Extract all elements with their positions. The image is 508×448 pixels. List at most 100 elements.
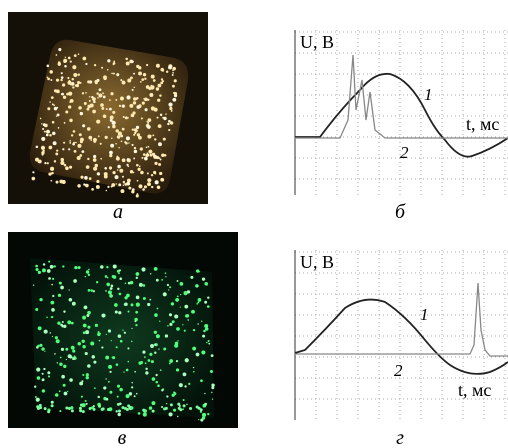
spark bbox=[96, 185, 100, 189]
spark bbox=[161, 406, 163, 408]
spark bbox=[122, 128, 125, 131]
spark bbox=[69, 298, 73, 302]
spark bbox=[122, 105, 125, 108]
spark bbox=[68, 105, 71, 108]
spark bbox=[152, 410, 155, 413]
spark bbox=[80, 403, 83, 406]
spark bbox=[211, 384, 214, 387]
spark bbox=[60, 286, 64, 290]
spark bbox=[144, 98, 148, 102]
spark bbox=[174, 79, 177, 82]
spark bbox=[210, 370, 213, 373]
spark bbox=[118, 272, 120, 274]
spark bbox=[118, 409, 121, 412]
spark bbox=[59, 410, 61, 412]
spark bbox=[106, 378, 107, 379]
spark bbox=[124, 332, 126, 334]
spark bbox=[143, 153, 146, 156]
spark bbox=[74, 150, 77, 153]
spark bbox=[72, 65, 76, 69]
spark bbox=[119, 269, 121, 271]
spark bbox=[207, 305, 210, 308]
spark bbox=[120, 97, 124, 101]
spark bbox=[126, 369, 129, 372]
spark bbox=[127, 179, 131, 183]
spark bbox=[87, 158, 89, 160]
spark bbox=[125, 58, 128, 61]
spark bbox=[106, 266, 108, 268]
spark bbox=[153, 171, 156, 174]
spark bbox=[196, 406, 199, 409]
spark bbox=[136, 126, 139, 129]
spark bbox=[184, 305, 188, 309]
spark bbox=[136, 65, 139, 68]
spark bbox=[64, 122, 66, 124]
spark bbox=[109, 151, 113, 155]
spark bbox=[93, 290, 95, 292]
spark bbox=[179, 383, 183, 387]
spark bbox=[96, 92, 98, 94]
spark bbox=[71, 78, 73, 80]
spark bbox=[185, 315, 188, 318]
spark bbox=[91, 139, 93, 141]
spark bbox=[156, 381, 159, 384]
spark bbox=[151, 401, 155, 405]
spark bbox=[156, 64, 160, 68]
spark bbox=[90, 289, 93, 292]
spark bbox=[146, 146, 148, 148]
spark bbox=[60, 161, 64, 165]
spark bbox=[204, 324, 208, 328]
spark bbox=[202, 416, 205, 419]
spark bbox=[71, 134, 73, 136]
spark bbox=[61, 72, 63, 74]
spark bbox=[87, 364, 91, 368]
spark bbox=[88, 269, 89, 270]
spark bbox=[41, 123, 42, 124]
spark bbox=[73, 142, 75, 144]
spark bbox=[167, 284, 169, 286]
spark bbox=[154, 162, 157, 165]
panel-label: в bbox=[118, 427, 127, 448]
spark bbox=[48, 277, 51, 280]
spark bbox=[126, 95, 130, 99]
spark bbox=[151, 75, 155, 79]
spark bbox=[42, 154, 44, 156]
spark bbox=[172, 69, 174, 71]
spark bbox=[133, 73, 135, 75]
spark bbox=[48, 131, 50, 133]
spark bbox=[55, 336, 58, 339]
spark bbox=[87, 80, 90, 83]
spark bbox=[177, 416, 178, 417]
spark bbox=[183, 372, 187, 376]
spark bbox=[79, 382, 83, 386]
spark bbox=[201, 350, 205, 354]
spark bbox=[39, 404, 42, 407]
spark bbox=[66, 359, 67, 360]
spark bbox=[32, 177, 36, 181]
spark bbox=[62, 265, 64, 267]
spark bbox=[73, 73, 77, 77]
spark bbox=[113, 73, 115, 75]
spark bbox=[179, 408, 182, 411]
spark bbox=[121, 140, 123, 142]
spark bbox=[212, 399, 213, 400]
spark bbox=[56, 79, 59, 82]
spark bbox=[150, 273, 151, 274]
spark bbox=[44, 407, 47, 410]
spark bbox=[155, 374, 157, 376]
spark bbox=[158, 142, 162, 146]
spark bbox=[100, 158, 102, 160]
spark bbox=[180, 294, 181, 295]
spark bbox=[162, 388, 164, 390]
spark bbox=[123, 372, 124, 373]
spark bbox=[172, 85, 175, 88]
spark bbox=[115, 183, 116, 184]
spark bbox=[177, 340, 178, 341]
spark bbox=[52, 295, 54, 297]
spark bbox=[127, 311, 129, 313]
spark bbox=[75, 84, 77, 86]
spark bbox=[168, 103, 172, 107]
spark bbox=[122, 81, 126, 85]
spark bbox=[131, 190, 134, 193]
spark bbox=[107, 277, 108, 278]
